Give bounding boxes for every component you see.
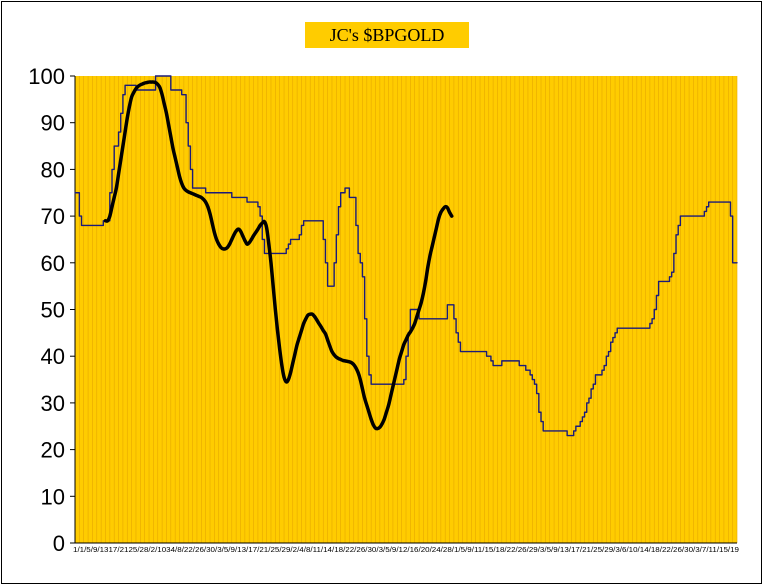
y-tick-label: 90: [41, 111, 65, 136]
y-tick-label: 0: [53, 531, 65, 556]
y-tick-label: 60: [41, 251, 65, 276]
y-tick-label: 50: [41, 298, 65, 323]
y-tick-label: 40: [41, 344, 65, 369]
x-tick-labels: 1/1/5/9/1317/2125/28/2/1034/8/22/26/30/3…: [73, 547, 739, 554]
y-axis: 0 10 20 30 40 50 60 70 80 90 100: [28, 64, 76, 556]
series-layer: [74, 75, 738, 437]
y-tick-label: 30: [41, 391, 65, 416]
y-tick-label: 70: [41, 204, 65, 229]
y-tick-label: 20: [41, 438, 65, 463]
y-tick-label: 10: [41, 484, 65, 509]
series-line-smoothed: [103, 80, 454, 431]
x-axis: 1/1/5/9/1317/2125/28/2/1034/8/22/26/30/3…: [73, 542, 739, 554]
chart-title: JC's $BPGOLD: [305, 22, 469, 48]
y-tick-label: 80: [41, 157, 65, 182]
y-tick-label: 100: [28, 64, 65, 89]
